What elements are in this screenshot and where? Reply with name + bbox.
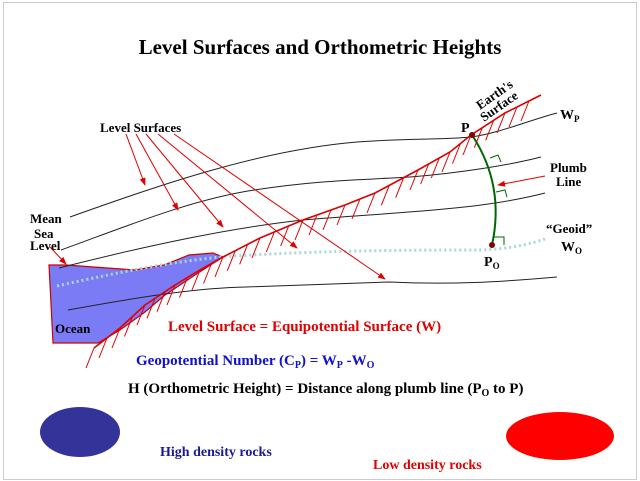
level-surface-arrows <box>49 133 546 280</box>
arrow <box>157 133 298 249</box>
hatch-mark <box>520 100 530 122</box>
right-angle-marker <box>489 154 502 163</box>
hatch-mark <box>308 214 318 236</box>
hatch-mark <box>156 291 166 312</box>
level-surface-3 <box>58 192 546 269</box>
hatch-mark <box>380 185 390 206</box>
hatch-mark <box>430 157 440 179</box>
hatch-mark <box>191 269 201 291</box>
hatch-mark <box>452 143 461 164</box>
hatch-mark <box>473 127 483 148</box>
right-angle-marker <box>494 236 505 245</box>
hatch-mark <box>98 337 108 359</box>
hatch-mark <box>111 327 121 349</box>
level-surface-equation: Level Surface = Equipotential Surface (W… <box>168 319 441 335</box>
level-surface-1 <box>69 112 558 218</box>
right-angle-marker <box>495 189 508 198</box>
hatch-mark <box>179 277 188 298</box>
hatch-mark <box>508 106 518 128</box>
po-label: PO <box>484 255 500 271</box>
level-surface-2 <box>60 156 542 251</box>
hatch-mark <box>214 256 224 278</box>
hatch-mark <box>146 298 156 319</box>
hatch-mark <box>336 204 346 226</box>
hatch-mark <box>239 244 249 265</box>
hatch-mark <box>366 192 376 214</box>
hatch-mark <box>265 231 275 253</box>
hatch-mark <box>420 163 430 185</box>
arrow <box>135 133 179 211</box>
geopotential-equation: Geopotential Number (CP) = WP -WO <box>136 353 375 371</box>
low-density-label: Low density rocks <box>373 458 482 473</box>
ocean-label: Ocean <box>55 321 91 336</box>
geoid-label: “Geoid” <box>546 221 592 236</box>
mean-sea-level-label: Mean <box>30 211 63 226</box>
p-label: P <box>461 121 470 136</box>
hatch-mark <box>203 263 212 284</box>
level-surfaces-label: Level Surfaces <box>100 120 181 135</box>
wo-label: WO <box>561 240 582 256</box>
plumb-line <box>471 134 497 246</box>
arrow <box>173 133 386 280</box>
hatch-mark <box>409 169 419 191</box>
hatch-mark <box>251 237 261 259</box>
slide-title: Level Surfaces and Orthometric Heights <box>139 35 502 59</box>
plumb-line-label: Plumb <box>550 160 587 175</box>
slide-frame <box>3 2 637 480</box>
hatch-mark <box>462 134 472 156</box>
earth-surface-hatching <box>85 100 530 369</box>
high-density-label: High density rocks <box>160 445 272 460</box>
hatch-mark <box>226 250 236 271</box>
hatch-mark <box>136 304 146 326</box>
hatch-mark <box>322 209 332 231</box>
hatch-mark <box>124 316 133 337</box>
hatch-mark <box>280 225 290 247</box>
hatch-mark <box>441 151 451 173</box>
plumb-line-label: Line <box>556 174 582 189</box>
arrow <box>125 133 146 186</box>
high-density-rock-swatch <box>40 407 120 457</box>
hatch-mark <box>395 177 405 198</box>
wp-label: WP <box>560 108 580 124</box>
arrow <box>145 133 224 228</box>
mean-sea-level-label: Sea <box>34 226 54 241</box>
hatch-mark <box>485 120 495 141</box>
point-p <box>469 132 475 138</box>
hatch-mark <box>351 198 361 220</box>
point-po <box>489 242 495 248</box>
hatch-mark <box>294 219 304 241</box>
low-density-rock-swatch <box>506 412 614 460</box>
arrow <box>497 175 546 187</box>
hatch-mark <box>166 284 176 306</box>
orthometric-height-equation: H (Orthometric Height) = Distance along … <box>128 381 523 399</box>
hatch-mark <box>496 112 506 134</box>
mean-sea-level-label: Level <box>30 238 61 253</box>
arrow <box>49 246 67 265</box>
hatch-mark <box>85 347 95 369</box>
